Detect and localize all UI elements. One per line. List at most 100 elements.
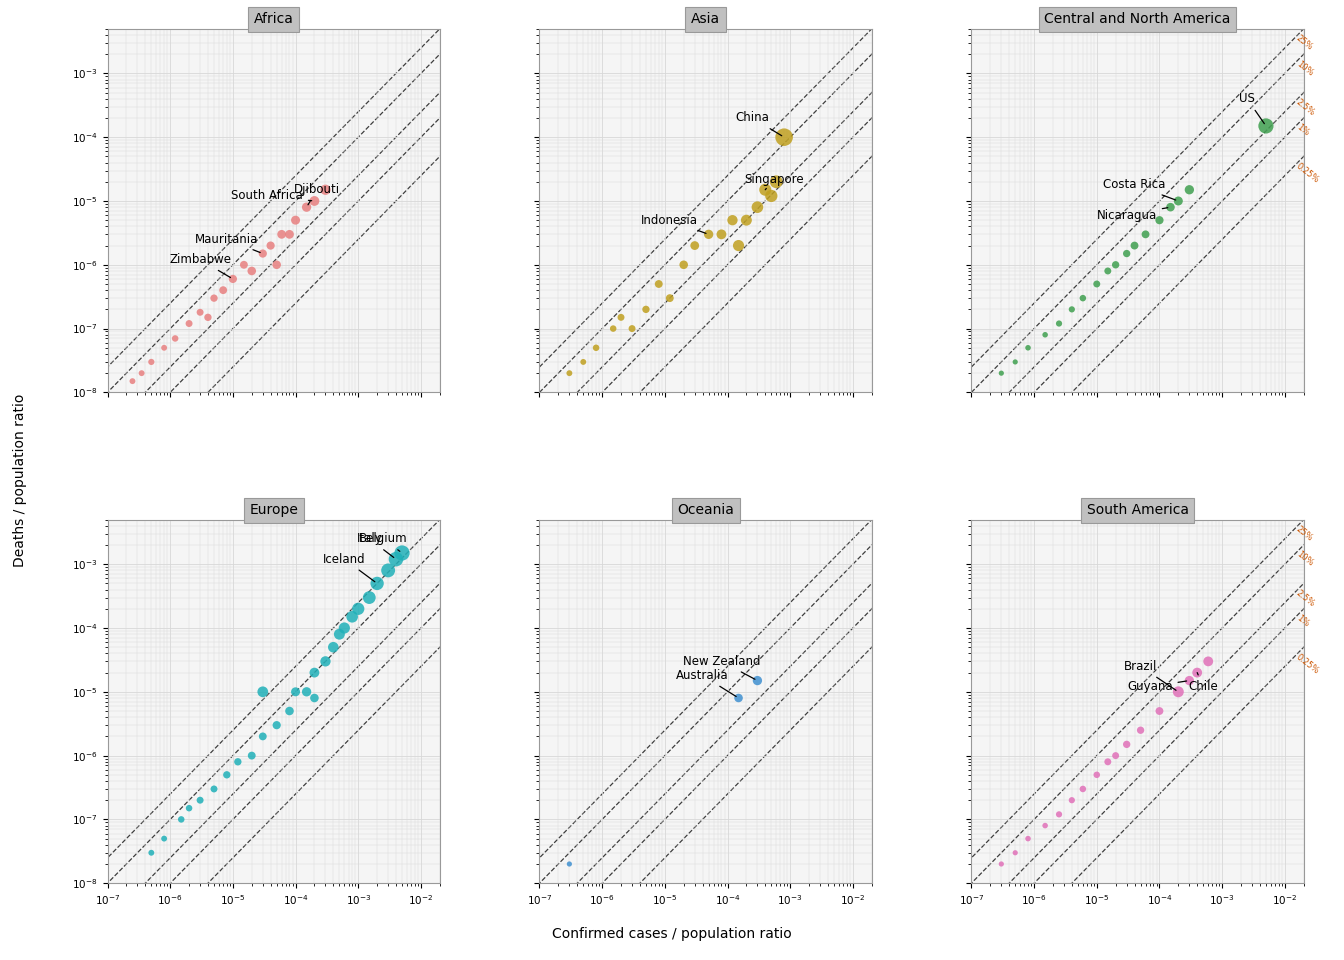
Title: Central and North America: Central and North America [1044, 12, 1231, 26]
Point [304, 193, 325, 208]
Text: 0.25%: 0.25% [1294, 161, 1321, 184]
Point [190, 304, 211, 320]
Point [233, 257, 254, 273]
Point [1105, 257, 1126, 273]
Point [222, 272, 243, 287]
Text: Singapore: Singapore [745, 173, 804, 190]
Point [1097, 755, 1118, 770]
Point [171, 812, 192, 828]
Text: Zimbabwe: Zimbabwe [169, 253, 231, 277]
Text: China: China [735, 111, 782, 135]
Point [141, 354, 163, 370]
Point [659, 291, 680, 306]
Point [1035, 327, 1056, 343]
Point [304, 665, 325, 681]
Point [153, 831, 175, 847]
Point [1073, 291, 1094, 306]
Text: 0.25%: 0.25% [1294, 652, 1321, 676]
Title: Asia: Asia [691, 12, 720, 26]
Point [391, 545, 413, 561]
Text: 10%: 10% [1294, 59, 1314, 78]
Point [314, 182, 336, 198]
Point [1004, 845, 1025, 860]
Point [1097, 263, 1118, 278]
Point [1124, 238, 1145, 253]
Point [179, 801, 200, 816]
Point [1168, 193, 1189, 208]
Text: Nicaragua: Nicaragua [1097, 207, 1168, 222]
Point [1130, 723, 1152, 738]
Text: Mauritania: Mauritania [195, 233, 261, 252]
Point [122, 373, 144, 389]
Point [203, 291, 224, 306]
Point [1086, 276, 1107, 292]
Point [1187, 665, 1208, 681]
Point [278, 704, 300, 719]
Point [378, 563, 399, 578]
Point [1060, 301, 1082, 317]
Point [253, 729, 274, 744]
Text: Deaths / population ratio: Deaths / population ratio [13, 394, 27, 566]
Text: 10%: 10% [1294, 550, 1314, 568]
Text: Italy: Italy [356, 533, 394, 558]
Point [747, 200, 769, 215]
Point [991, 856, 1012, 872]
Point [203, 781, 224, 797]
Point [348, 601, 370, 616]
Text: New Zealand: New Zealand [683, 655, 761, 680]
Point [1017, 340, 1039, 355]
Point [285, 684, 306, 700]
Point [216, 767, 238, 782]
Point [266, 257, 288, 273]
Text: 2.5%: 2.5% [1294, 588, 1317, 609]
Point [1060, 793, 1082, 808]
Point [153, 340, 175, 355]
Point [1048, 316, 1070, 331]
Point [285, 212, 306, 228]
Point [278, 227, 300, 242]
Point [559, 366, 581, 381]
Point [761, 188, 782, 204]
Text: Guyana: Guyana [1126, 681, 1187, 693]
Point [190, 793, 211, 808]
Point [266, 717, 288, 732]
Point [754, 182, 775, 198]
Title: South America: South America [1086, 503, 1188, 517]
Point [253, 246, 274, 261]
Point [636, 301, 657, 317]
Point [241, 263, 262, 278]
Text: Belgium: Belgium [359, 533, 407, 551]
Point [1160, 200, 1181, 215]
Point [1105, 748, 1126, 763]
Point [735, 212, 757, 228]
Text: Australia: Australia [676, 669, 737, 697]
Point [991, 366, 1012, 381]
Point [1179, 182, 1200, 198]
Point [610, 310, 632, 325]
Point [1168, 684, 1189, 700]
Point [1255, 118, 1277, 133]
Point [341, 609, 363, 624]
Point [304, 690, 325, 706]
Point [164, 331, 185, 347]
Point [698, 227, 719, 242]
Point [227, 755, 249, 770]
Point [648, 276, 669, 292]
Point [673, 257, 695, 273]
Point [329, 627, 351, 642]
Point [1149, 704, 1171, 719]
Text: Djibouti: Djibouti [294, 183, 340, 204]
Point [198, 310, 219, 325]
Point [241, 748, 262, 763]
Point [1073, 781, 1094, 797]
Point [386, 551, 407, 566]
Point [573, 354, 594, 370]
Text: Indonesia: Indonesia [641, 214, 706, 233]
Point [1035, 818, 1056, 833]
Point [711, 227, 732, 242]
Text: Costa Rica: Costa Rica [1103, 179, 1176, 200]
Text: US: US [1239, 92, 1265, 124]
Point [1004, 354, 1025, 370]
Point [179, 316, 200, 331]
Point [728, 238, 750, 253]
